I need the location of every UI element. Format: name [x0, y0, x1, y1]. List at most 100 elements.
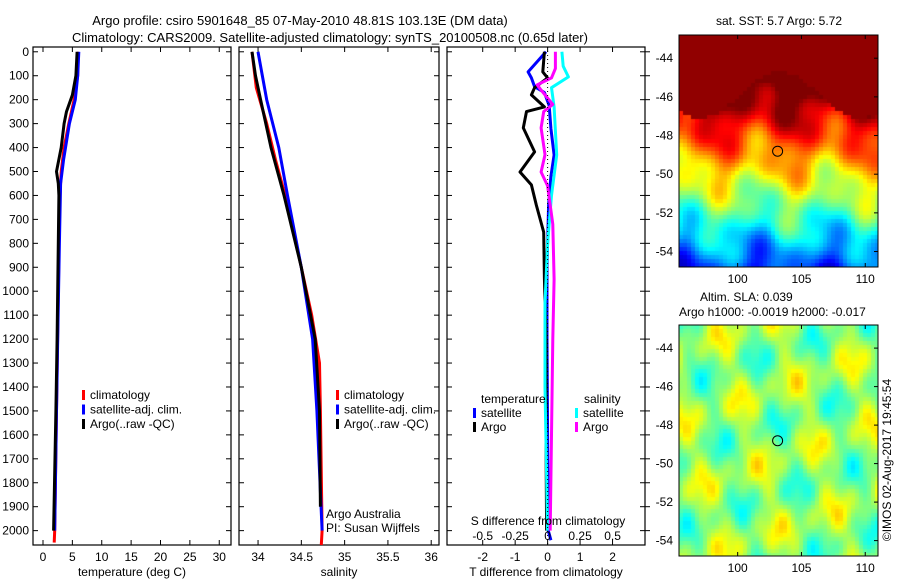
legend-label: climatology — [90, 388, 150, 402]
x-tick-label: 15 — [124, 550, 138, 564]
y-tick-label: 1300 — [2, 356, 29, 370]
map-x-tick-label: 110 — [856, 561, 875, 575]
x-tick-label: 1 — [577, 550, 584, 564]
legend-swatch — [336, 419, 339, 429]
x-tick-label: 36 — [425, 550, 439, 564]
map-y-tick-label: -50 — [656, 457, 674, 471]
title-line-2: Climatology: CARS2009. Satellite-adjuste… — [72, 30, 588, 45]
series-line-argo-raw-qc- — [52, 51, 79, 531]
x-tick-label: 34 — [251, 550, 265, 564]
credit-text: Argo Australia — [326, 507, 401, 521]
y-tick-label: 2000 — [2, 524, 29, 538]
map-x-tick-label: 100 — [728, 272, 748, 286]
map-y-tick-label: -54 — [656, 245, 674, 259]
s-tick-label: -0.25 — [501, 529, 529, 543]
map-frame-sst-map — [678, 34, 879, 268]
series-line-t-argo — [518, 51, 550, 531]
legend-swatch — [82, 404, 85, 415]
s-tick-label: 0.25 — [568, 529, 592, 543]
y-tick-label: 1400 — [2, 380, 29, 394]
x-tick-label: 2 — [609, 550, 616, 564]
sla-map-image — [679, 325, 878, 556]
map-x-tick-label: 110 — [856, 272, 875, 286]
map-y-tick-label: -52 — [656, 495, 674, 509]
map-x-tick-label: 100 — [728, 561, 748, 575]
legend-label: Argo — [583, 420, 609, 434]
map-y-tick-label: -44 — [656, 341, 674, 355]
map-y-tick-label: -50 — [656, 167, 674, 181]
map-y-tick-label: -52 — [656, 206, 674, 220]
legend-title-salinity: salinity — [584, 392, 621, 406]
y-tick-label: 100 — [9, 69, 29, 83]
sla-map-subtitle: Argo h1000: -0.0019 h2000: -0.017 — [679, 305, 866, 319]
map-frame-sla-map — [678, 324, 879, 557]
y-tick-label: 1700 — [2, 452, 29, 466]
x-tick-label: 25 — [183, 550, 197, 564]
title-line-1: Argo profile: csiro 5901648_85 07-May-20… — [92, 13, 508, 28]
legend-label: satellite-adj. clim. — [344, 403, 436, 417]
map-y-tick-label: -54 — [656, 534, 674, 548]
x-tick-label: 34.5 — [290, 550, 314, 564]
s-tick-label: 0 — [544, 529, 551, 543]
y-tick-label: 600 — [9, 188, 29, 202]
x-tick-label: 0 — [544, 550, 551, 564]
map-y-tick-label: -48 — [656, 129, 674, 143]
y-tick-label: 700 — [9, 212, 29, 226]
sla-map-title: Altim. SLA: 0.039 — [700, 290, 793, 304]
series-line-s-satellite — [543, 51, 570, 531]
map-y-tick-label: -46 — [656, 380, 674, 394]
y-tick-label: 1600 — [2, 428, 29, 442]
legend-swatch — [575, 422, 578, 432]
series-line-climatology — [250, 51, 324, 546]
legend-swatch — [82, 419, 85, 429]
legend-swatch — [473, 422, 476, 432]
x-tick-label: 10 — [95, 550, 109, 564]
map-y-tick-label: -48 — [656, 418, 674, 432]
legend-swatch — [336, 404, 339, 415]
y-tick-label: 200 — [9, 93, 29, 107]
argo-position-marker — [772, 145, 784, 157]
plot-frame-differences — [446, 46, 646, 546]
s-tick-label: -0.5 — [472, 529, 493, 543]
y-tick-label: 0 — [22, 45, 29, 59]
y-tick-label: 900 — [9, 260, 29, 274]
plot-frame-temperature — [32, 46, 232, 546]
legend-title-temperature: temperature — [481, 392, 546, 406]
legend-swatch — [575, 408, 578, 418]
x-tick-label: 0 — [40, 550, 47, 564]
sst-map-title: sat. SST: 5.7 Argo: 5.72 — [716, 14, 842, 28]
x-axis-label: T difference from climatology — [469, 565, 623, 579]
y-tick-label: 1500 — [2, 404, 29, 418]
legend-swatch — [473, 408, 476, 418]
series-line-s-argo — [535, 51, 557, 531]
x-tick-label: -2 — [477, 550, 488, 564]
y-tick-label: 1800 — [2, 476, 29, 490]
s-tick-label: 0.5 — [604, 529, 621, 543]
map-y-tick-label: -44 — [656, 51, 674, 65]
legend-label: Argo(..raw -QC) — [90, 417, 175, 431]
x-axis-label: temperature (deg C) — [78, 565, 186, 579]
sst-map-image — [679, 35, 878, 267]
legend-label: satellite — [481, 406, 522, 420]
legend-swatch — [336, 390, 339, 400]
legend-label: climatology — [344, 388, 404, 402]
legend-label: satellite — [583, 406, 624, 420]
x-tick-label: 30 — [213, 550, 227, 564]
series-line-satellite-adj-clim- — [256, 51, 324, 531]
legend-label: satellite-adj. clim. — [90, 403, 182, 417]
x-tick-label: 5 — [69, 550, 76, 564]
map-x-tick-label: 105 — [791, 272, 811, 286]
y-tick-label: 800 — [9, 236, 29, 250]
x-axis-label: salinity — [321, 565, 358, 579]
s-axis-label: S difference from climatology — [471, 514, 626, 528]
y-tick-label: 1100 — [3, 308, 29, 322]
x-tick-label: 20 — [154, 550, 168, 564]
y-tick-label: 300 — [9, 117, 29, 131]
y-tick-label: 500 — [9, 165, 29, 179]
legend-swatch — [82, 390, 85, 400]
y-tick-label: 1000 — [2, 284, 29, 298]
x-tick-label: 35 — [338, 550, 352, 564]
pi-text: PI: Susan Wijffels — [326, 521, 420, 535]
